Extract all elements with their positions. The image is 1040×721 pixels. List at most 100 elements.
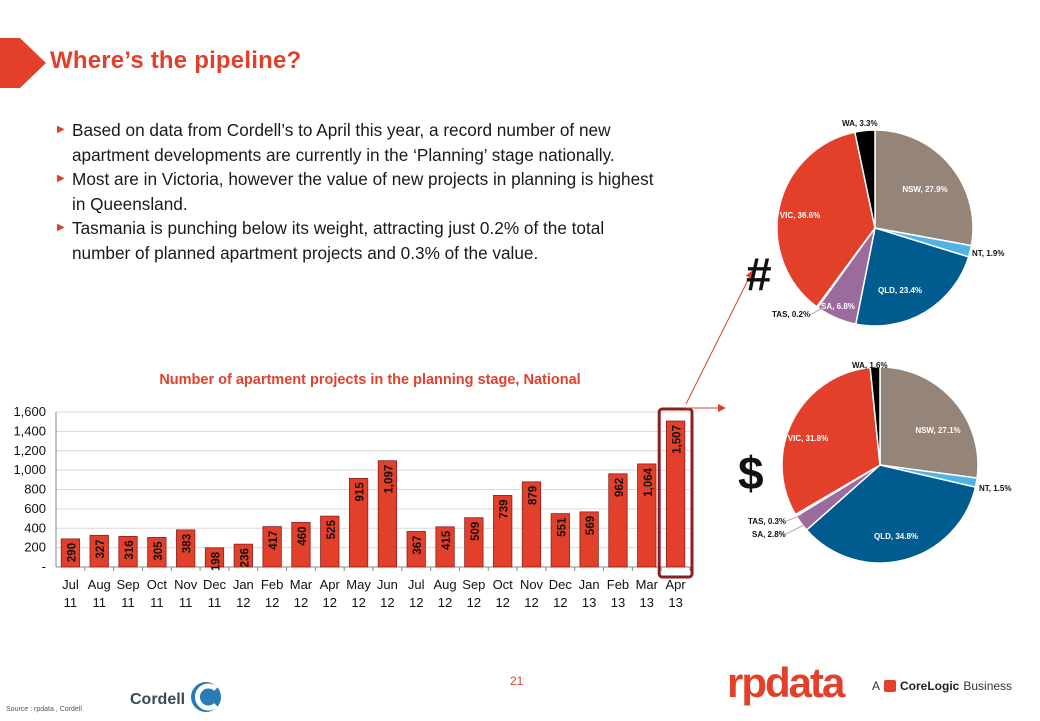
bar (291, 522, 311, 568)
bullet-item: ▶ Most are in Victoria, however the value… (56, 167, 656, 216)
cordell-logo-text: Cordell (130, 691, 185, 708)
x-tick-label-month: May (346, 577, 371, 592)
pie-slice (879, 366, 979, 479)
pie-slice-label: NSW, 27.1% (915, 426, 960, 435)
x-tick-label-month: Jan (579, 577, 600, 592)
x-tick-label-year: 12 (236, 595, 250, 610)
y-tick-label: - (42, 559, 46, 574)
bar-data-label: 383 (182, 534, 194, 553)
bar (176, 529, 196, 568)
bar-data-label: 551 (556, 517, 568, 537)
bar-data-label: 1,097 (383, 465, 395, 494)
pie-slice (781, 366, 881, 516)
bar (60, 538, 81, 568)
x-tick-label-year: 12 (553, 595, 567, 610)
x-tick-label-month: Apr (665, 577, 686, 592)
x-tick-label-month: Dec (203, 577, 227, 592)
bar-data-label: 417 (268, 531, 280, 550)
x-tick-label-year: 13 (640, 595, 654, 610)
bar-data-label: 327 (95, 539, 107, 558)
x-tick-label-year: 11 (150, 595, 164, 610)
x-tick-label-month: Feb (607, 577, 629, 592)
pie-chart-count: NSW, 27.9% NT, 1.9% QLD, 23.4% SA, 6.8% TAS,… (772, 119, 1004, 327)
pie-slice-label: WA, 1.6% (852, 361, 888, 370)
bullet-marker-icon: ▶ (57, 173, 65, 185)
bar-data-label: 316 (124, 540, 136, 559)
x-tick-label-month: Jun (377, 577, 398, 592)
y-tick-label: 1,600 (13, 404, 46, 419)
x-tick-label-month: Nov (174, 577, 198, 592)
bar-data-label: 236 (239, 548, 251, 567)
x-tick-label-year: 12 (380, 595, 394, 610)
page-number: 21 (510, 674, 524, 688)
bar (118, 535, 138, 568)
x-tick-label-month: Sep (462, 577, 485, 592)
bar (665, 420, 686, 568)
pie-slice-label: VIC, 31.8% (788, 434, 828, 443)
count-symbol: # (746, 248, 772, 300)
x-tick-label-month: Aug (88, 577, 111, 592)
x-tick-label-year: 11 (179, 595, 193, 610)
bar (435, 526, 455, 568)
pie-slice-label: NT, 1.5% (979, 484, 1011, 493)
pie-leader-line (783, 524, 805, 536)
bar-data-label: 879 (528, 486, 540, 505)
bar-data-label: 915 (355, 482, 367, 502)
bar (579, 511, 599, 568)
x-tick-label-year: 12 (351, 595, 365, 610)
pie-slice-label: TAS, 0.2% (772, 310, 810, 319)
bar (493, 495, 513, 568)
bar-chart-title: Number of apartment projects in the plan… (159, 372, 581, 388)
bullet-marker-icon: ▶ (57, 124, 65, 135)
y-tick-label: 1,000 (13, 462, 46, 477)
corelogic-suffix: Business (963, 679, 1013, 693)
pie-leader-line (783, 514, 803, 523)
y-tick-label: 800 (24, 482, 46, 497)
bar (262, 526, 282, 568)
rpdata-logo: rpdata (727, 659, 845, 706)
x-tick-label-month: Jul (62, 577, 79, 592)
bullet-text: Most are in Victoria, however the value … (72, 169, 654, 214)
pie-slice (776, 131, 876, 308)
bar-data-label: 460 (297, 526, 309, 545)
highlight-box (657, 407, 694, 579)
bullet-list: ▶ Based on data from Cordell’s to April t… (56, 118, 656, 266)
page-title: Where’s the pipeline? (50, 47, 302, 74)
corelogic-name: CoreLogic (900, 679, 960, 693)
y-tick-label: 1,400 (13, 423, 46, 438)
bar (550, 513, 570, 568)
pie-slice-label: SA, 2.8% (752, 530, 786, 539)
pie-slice (874, 129, 974, 247)
y-tick-label: 600 (24, 501, 46, 516)
x-tick-label-month: Jul (408, 577, 425, 592)
bar (320, 515, 340, 568)
pie-slice (869, 366, 881, 466)
bar-chart: - 200 400 600 800 1,000 1,200 1,400 1,600 290 Jul 1… (13, 404, 694, 610)
pie-slice-label: SA, 6.8% (821, 302, 855, 311)
bullet-item: ▶ Based on data from Cordell’s to April t… (56, 118, 656, 167)
bar (204, 547, 225, 568)
pie-slice-label: NSW, 27.9% (902, 185, 947, 194)
bar-data-label: 962 (614, 478, 626, 497)
x-tick-label-month: Apr (320, 577, 341, 592)
bar (406, 531, 426, 568)
x-tick-label-month: Dec (549, 577, 573, 592)
bullet-item: ▶ Tasmania is punching below its weight, … (56, 216, 656, 265)
x-tick-label-year: 11 (92, 595, 106, 610)
pie-slice (854, 227, 970, 327)
x-tick-label-month: Oct (147, 577, 168, 592)
pie-slice-label: VIC, 36.6% (780, 211, 820, 220)
bar (637, 463, 657, 568)
x-tick-label-year: 12 (294, 595, 308, 610)
x-tick-label-month: Aug (433, 577, 456, 592)
x-tick-label-year: 12 (495, 595, 509, 610)
bar (89, 534, 109, 568)
bar (464, 517, 484, 568)
x-tick-label-month: Sep (116, 577, 139, 592)
bar-data-label: 305 (153, 541, 165, 561)
x-tick-label-year: 12 (265, 595, 279, 610)
y-tick-label: 200 (24, 540, 46, 555)
corelogic-icon (884, 680, 897, 692)
x-tick-label-year: 11 (64, 595, 78, 610)
title-accent-shape (0, 38, 46, 88)
